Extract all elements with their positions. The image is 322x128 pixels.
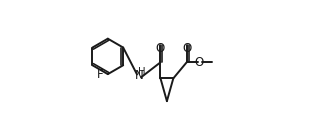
- Text: H: H: [138, 67, 146, 77]
- Text: O: O: [182, 42, 191, 55]
- Text: O: O: [156, 42, 165, 55]
- Text: O: O: [195, 56, 204, 69]
- Text: F: F: [97, 68, 104, 82]
- Text: N: N: [135, 69, 143, 82]
